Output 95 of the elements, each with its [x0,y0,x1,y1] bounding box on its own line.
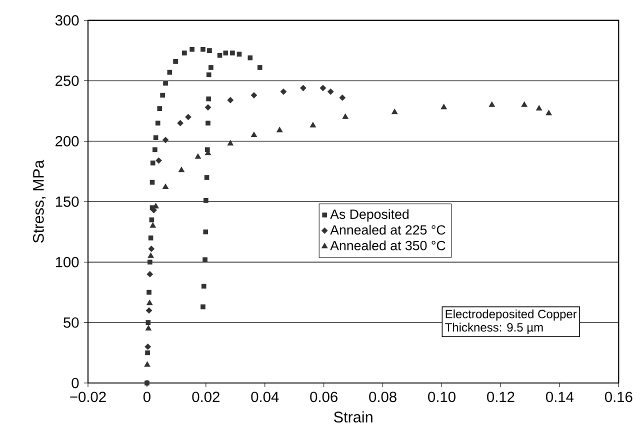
x-tick-label: 0.14 [546,392,574,402]
point [162,136,169,144]
point [203,229,208,234]
x-tick-label: 0.16 [604,392,632,402]
point [204,175,210,180]
point [206,120,210,126]
point [157,106,162,111]
y-tick-label: 300 [55,15,79,26]
point [546,110,552,116]
point [177,120,184,126]
point [536,105,542,110]
point [488,101,495,107]
x-tick-label: 0.08 [369,392,396,402]
point [146,307,152,314]
point [163,80,168,86]
point [146,290,152,295]
point [248,55,253,60]
point [236,52,242,57]
point [200,304,206,310]
point [148,260,152,265]
point [206,96,211,102]
point [144,361,150,367]
x-tick-label: 0.04 [251,392,279,402]
y-tick-label: 0 [72,378,79,388]
y-tick-label: 150 [56,196,79,207]
point [182,50,187,56]
point [342,114,348,119]
point [150,160,156,166]
x-tick-label: −0.02 [70,392,106,402]
annotation: Electrodeposited Copper [446,309,577,321]
point [178,166,184,172]
point [144,344,151,350]
point [146,271,154,278]
y-axis-title: Stress, MPa [32,160,46,243]
point [146,320,151,325]
y-tick-label: 100 [56,256,79,268]
y-tick-label: 50 [64,317,79,328]
point [200,46,206,52]
point [145,350,150,356]
point [208,65,214,70]
point [150,222,156,228]
point [152,147,158,152]
point [521,101,528,107]
point [227,140,234,146]
point [250,92,258,98]
point [162,184,169,190]
point [156,157,162,164]
x-tick-label: 0.10 [428,392,456,402]
point [153,135,158,140]
point [204,198,208,203]
point [217,52,222,58]
point [339,94,346,101]
legend-label: Annealed at 350 °C [330,240,446,250]
point [173,59,178,64]
x-tick-label: 0.12 [487,392,514,402]
point [328,88,334,95]
point [276,126,283,132]
point [204,104,212,110]
point [190,46,194,52]
point [146,300,153,306]
annotation: Thickness: 9.5 µm [445,322,543,334]
x-tick-label: 0.02 [192,392,220,402]
y-tick-label: 250 [56,76,79,86]
y-tick-label: 200 [56,136,79,146]
point [250,132,258,138]
point [223,50,228,56]
point [148,252,154,258]
point [145,325,152,330]
point [149,217,154,222]
point [148,236,154,240]
point [201,284,206,289]
legend-label: Annealed at 225 °C [330,224,446,235]
point [155,120,160,126]
point [202,257,208,262]
point [392,108,398,114]
point [207,48,212,53]
point [320,84,326,92]
point [148,246,154,252]
point [230,50,235,56]
point [167,70,172,75]
point [280,88,287,95]
point [160,92,165,98]
x-axis-title: Strain [334,411,372,423]
point [310,122,316,128]
x-tick-label: 0 [143,392,150,402]
point [185,114,192,120]
point [440,104,447,110]
point [150,180,155,185]
point [194,153,202,159]
point [300,84,306,92]
legend-label: As Deposited [330,209,409,222]
x-tick-label: 0.06 [310,392,338,402]
point [206,72,212,78]
point [227,97,234,104]
point [257,65,262,70]
